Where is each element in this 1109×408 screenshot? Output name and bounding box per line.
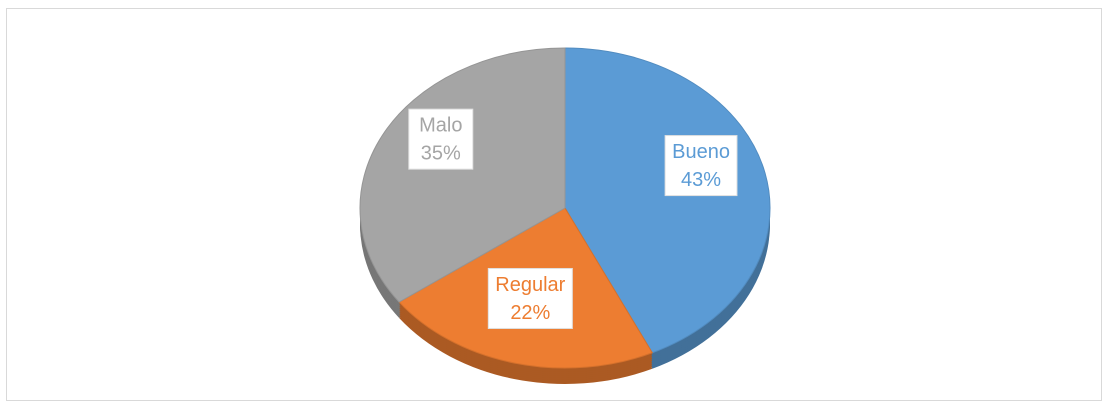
data-label-value: 43% — [681, 169, 721, 191]
slice — [564, 47, 771, 354]
data-label-name: Malo — [419, 114, 462, 136]
data-label-box — [487, 267, 573, 329]
data-label-name: Regular — [495, 274, 565, 296]
data-label: Bueno 43% — [664, 135, 738, 197]
data-label-box — [408, 108, 474, 170]
data-label-name: Bueno — [672, 141, 730, 163]
data-label-box — [664, 135, 738, 197]
data-label: Malo 35% — [408, 108, 474, 170]
data-label-value: 22% — [510, 302, 550, 324]
data-label: Regular 22% — [487, 267, 573, 329]
data-label-value: 35% — [421, 142, 461, 164]
